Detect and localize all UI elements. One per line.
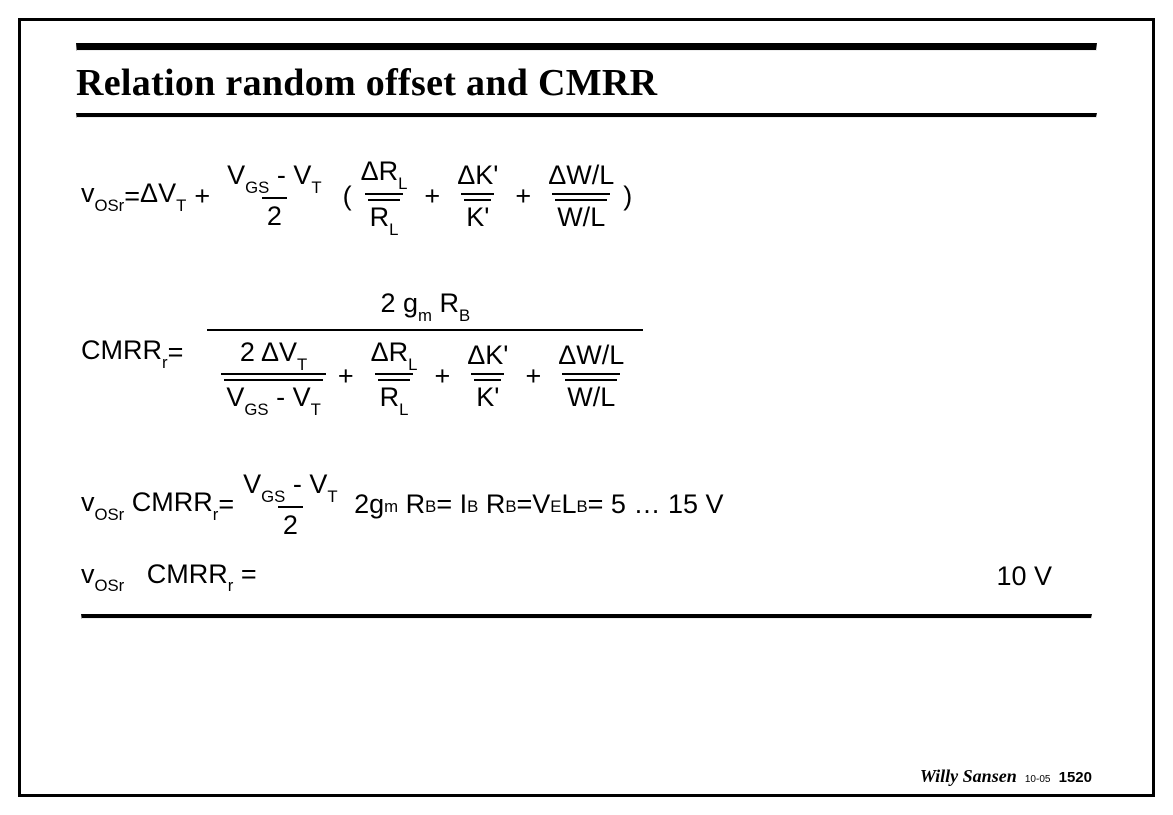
equals: =: [124, 181, 140, 212]
lparen: (: [343, 181, 352, 212]
var-vosr: vOSr: [81, 178, 124, 213]
frac-dwl-wl: ΔW/L W/L: [543, 160, 619, 233]
plus-sign: +: [194, 181, 210, 212]
equation-1: vOSr = ΔVT + VGS - VT 2 ( ΔRL RL + ΔK' K…: [81, 156, 1092, 236]
equals: =: [436, 489, 452, 520]
slide-title: Relation random offset and CMRR: [76, 51, 1097, 113]
plus-sign: +: [424, 181, 440, 212]
equals: =: [168, 337, 184, 368]
range-value: = 5 … 15 V: [588, 489, 724, 520]
var-cmrrr: CMRRr: [147, 559, 234, 589]
title-rule-top: [76, 43, 1097, 51]
var-cmrrr: CMRRr: [132, 487, 219, 522]
footer-author: Willy Sansen: [920, 766, 1017, 786]
big-fraction-cmrr: 2 gm RB 2 ΔVT VGS - VT + ΔRL RL + ΔK': [207, 288, 643, 417]
equation-4: vOSr CMRRr = 10 V: [81, 559, 1092, 594]
equation-3: vOSr CMRRr = VGS - VT 2 2 gm RB = IB RB …: [81, 469, 1092, 541]
var-vosr: vOSr: [81, 487, 124, 522]
frac-2dvt-vgsvt: 2 ΔVT VGS - VT: [221, 337, 325, 417]
var-cmrrr: CMRRr: [81, 335, 168, 370]
slide-content: vOSr = ΔVT + VGS - VT 2 ( ΔRL RL + ΔK' K…: [76, 118, 1097, 619]
equals: =: [516, 489, 532, 520]
delta-vt: ΔVT: [140, 178, 186, 213]
slide-frame: Relation random offset and CMRR vOSr = Δ…: [18, 18, 1155, 797]
footer-page: 1520: [1059, 769, 1092, 786]
equals: =: [218, 489, 234, 520]
rparen: ): [623, 181, 632, 212]
footer-code: 10-05: [1025, 774, 1051, 785]
plus-sign: +: [515, 181, 531, 212]
frac-vgs-vt-over-2: VGS - VT 2: [222, 160, 326, 232]
frac-vgs-vt-over-2: VGS - VT 2: [238, 469, 342, 541]
slide-footer: Willy Sansen 10-05 1520: [920, 766, 1092, 787]
equals: =: [241, 559, 257, 589]
result-value: 10 V: [952, 561, 1052, 592]
bottom-rule: [81, 614, 1092, 619]
var-vosr: vOSr: [81, 559, 124, 589]
equation-2: CMRRr = 2 gm RB 2 ΔVT VGS - VT + ΔRL RL: [81, 288, 1092, 417]
frac-drl-rl: ΔRL RL: [356, 156, 413, 236]
frac-dk-k: ΔK' K': [452, 160, 503, 233]
